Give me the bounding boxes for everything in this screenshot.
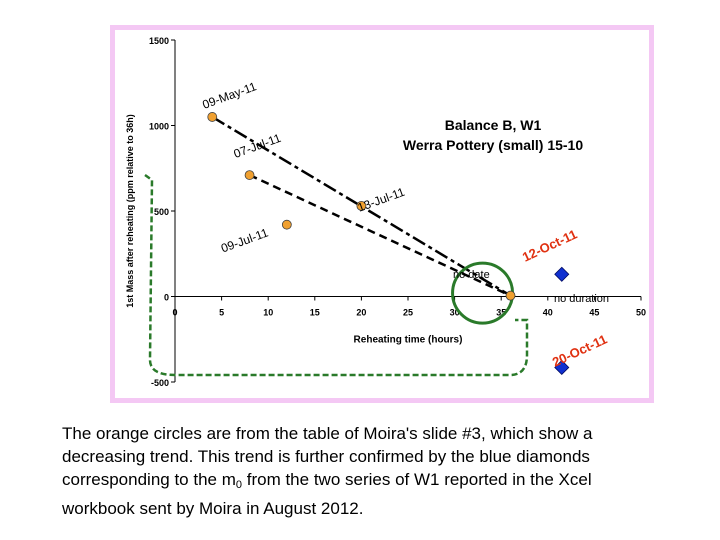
x-tick-label: 5 [219, 308, 224, 318]
blue-diamond-point [554, 359, 570, 376]
guide-curve-dashed [144, 173, 529, 377]
orange-point-label: 07-Jul-11 [232, 131, 283, 161]
trend-line-dashed [249, 173, 512, 297]
x-tick-label: 35 [496, 308, 506, 318]
orange-data-point [356, 200, 367, 211]
y-axis-label: 1st Mass after reheating (ppm relative t… [125, 114, 135, 308]
scatter-chart: 1500 1000 500 0 -500 0 5 10 15 20 25 30 35 40 45 50 Rehe… [125, 36, 646, 388]
chart-frame: 1500 1000 500 0 -500 0 5 10 15 20 25 30 35 40 45 50 Rehe… [110, 25, 654, 403]
y-tick-label: -500 [151, 378, 169, 388]
blue-diamond-point [554, 266, 570, 282]
x-tick-label: 0 [172, 308, 177, 318]
orange-data-point [281, 219, 292, 230]
x-tick-label: 50 [636, 308, 646, 318]
caption-part2: from the two series of W1 reported in th… [62, 470, 592, 518]
trend-line-dashdot [211, 115, 512, 297]
no-date-annotation: no date [453, 269, 490, 281]
chart-title-line2: Werra Pottery (small) 15-10 [403, 137, 583, 153]
x-axis-label: Reheating time (hours) [354, 335, 463, 346]
caption-subscript: 0 [235, 479, 243, 491]
x-tick-label: 45 [589, 308, 599, 318]
x-tick-label: 30 [450, 308, 460, 318]
x-tick-label: 25 [403, 308, 413, 318]
orange-point-label: 13-Jul-11 [356, 185, 407, 215]
orange-point-label: 09-May-11 [201, 79, 259, 112]
orange-data-point [244, 170, 255, 180]
orange-point-label: 09-Jul-11 [219, 225, 270, 255]
title-box [387, 108, 599, 158]
blue-point-label: 20-Oct-11 [550, 331, 609, 369]
x-tick-label: 20 [356, 308, 366, 318]
caption-text: The orange circles are from the table of… [62, 422, 662, 520]
y-tick-label: 500 [154, 207, 169, 217]
y-tick-label: 1000 [149, 122, 169, 132]
chart-title-line1: Balance B, W1 [445, 117, 542, 133]
orange-data-point [505, 290, 516, 301]
x-tick-label: 15 [310, 308, 320, 318]
caption-part1: The orange circles are from the table of… [62, 424, 593, 489]
y-tick-label: 1500 [149, 36, 169, 46]
orange-data-point [207, 112, 218, 122]
no-duration-annotation: no duration [554, 293, 609, 305]
y-tick-label: 0 [164, 293, 169, 303]
x-tick-label: 10 [263, 308, 273, 318]
x-tick-label: 40 [543, 308, 553, 318]
blue-point-label: 12-Oct-11 [520, 226, 579, 264]
chart-area: 1500 1000 500 0 -500 0 5 10 15 20 25 30 35 40 45 50 Rehe… [115, 30, 649, 398]
